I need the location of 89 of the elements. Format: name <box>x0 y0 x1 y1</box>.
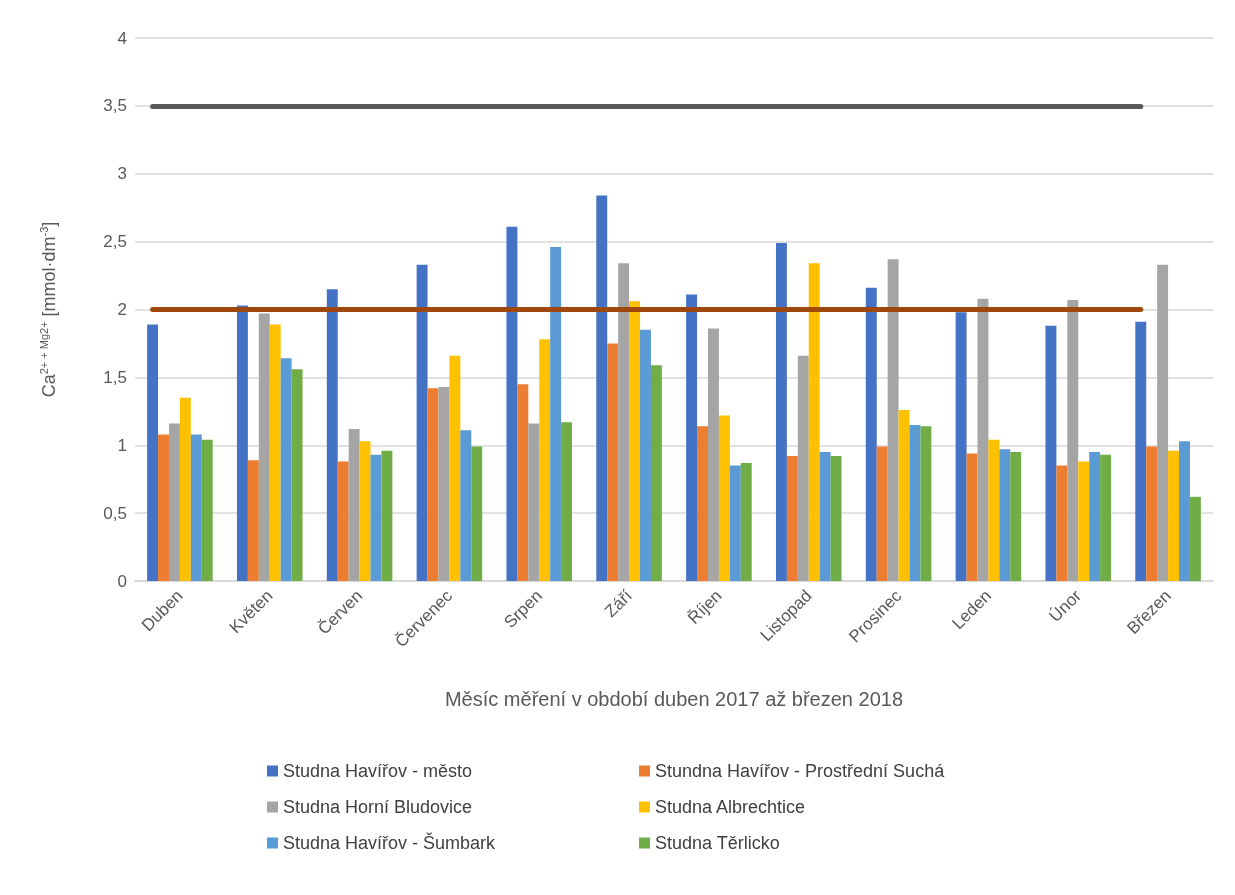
bar <box>697 426 708 581</box>
bar <box>830 456 842 581</box>
legend-label: Studna Havířov - město <box>283 761 473 781</box>
bar <box>618 263 630 581</box>
bar <box>370 454 382 581</box>
bar <box>528 423 540 581</box>
legend-label: Stundna Havířov - Prostřední Suchá <box>655 761 946 781</box>
y-tick-label: 1,5 <box>103 367 127 387</box>
bar <box>236 305 248 581</box>
bar <box>348 428 360 581</box>
bar <box>955 312 967 581</box>
bar <box>506 226 518 581</box>
y-axis-title: Ca2+ + Mg2+ [mmol·dm-3] <box>37 221 59 398</box>
bar <box>280 358 292 581</box>
bar <box>381 450 393 581</box>
bar <box>1056 465 1068 581</box>
legend-label: Studna Horní Bludovice <box>283 797 473 817</box>
bar <box>326 289 338 581</box>
bar <box>718 415 730 581</box>
bar <box>999 449 1011 581</box>
y-tick-label: 0 <box>117 571 127 591</box>
bar <box>258 313 270 581</box>
bar <box>416 264 428 581</box>
y-tick-label: 2,5 <box>103 232 127 252</box>
bar <box>607 343 619 581</box>
bar <box>898 409 910 581</box>
bar <box>147 324 159 581</box>
bar <box>650 365 662 581</box>
bar <box>1168 450 1180 581</box>
bar <box>1078 461 1090 581</box>
bar <box>168 423 180 581</box>
bar <box>686 294 698 581</box>
bar <box>966 453 978 581</box>
bar <box>460 430 472 581</box>
bar <box>1157 264 1169 581</box>
bar <box>471 446 483 581</box>
bar <box>291 369 303 581</box>
bar <box>1100 454 1112 581</box>
x-axis-title: Měsíc měření v období duben 2017 až březen 2018 <box>444 688 904 710</box>
y-tick-label: 0,5 <box>103 503 127 523</box>
legend-label: Studna Těrlicko <box>655 833 780 853</box>
bar <box>427 388 439 581</box>
bar <box>740 462 752 581</box>
bar <box>819 452 831 581</box>
bar <box>561 422 573 581</box>
bar <box>707 328 719 581</box>
legend-label: Studna Albrechtice <box>655 797 806 817</box>
bar <box>1179 441 1190 581</box>
bar <box>158 434 169 581</box>
bar <box>1146 446 1158 581</box>
y-tick-label: 1 <box>117 435 127 455</box>
legend-label: Studna Havířov - Šumbark <box>283 832 497 853</box>
y-tick-label: 2 <box>117 300 127 319</box>
bar <box>797 355 809 581</box>
bar <box>201 439 213 581</box>
bar <box>1089 452 1101 581</box>
bar <box>909 424 921 581</box>
bar <box>920 426 932 581</box>
bar <box>865 287 877 581</box>
y-tick-label: 3 <box>117 164 127 184</box>
bar <box>596 195 608 581</box>
bar <box>359 441 371 581</box>
bar <box>786 456 798 581</box>
bar <box>449 355 461 581</box>
bar <box>1045 325 1057 581</box>
bar <box>247 460 259 581</box>
y-tick-label: 4 <box>117 28 127 48</box>
bar <box>517 384 529 581</box>
bar <box>550 247 562 581</box>
y-tick-label: 3,5 <box>103 96 127 116</box>
bar <box>1189 496 1201 581</box>
bar <box>629 301 641 581</box>
bar <box>438 386 450 581</box>
bar <box>876 446 888 581</box>
bar <box>640 329 651 581</box>
bar <box>1010 452 1022 581</box>
bar <box>1067 300 1079 581</box>
bar <box>988 439 1000 581</box>
bar <box>808 263 820 581</box>
bar <box>539 339 551 581</box>
bar <box>887 259 899 581</box>
bar <box>775 242 787 581</box>
bar <box>977 298 989 581</box>
bar <box>179 397 191 581</box>
bar <box>190 434 202 581</box>
bar <box>269 324 281 581</box>
bar <box>729 465 741 581</box>
bar <box>1135 321 1147 581</box>
bar <box>337 461 349 581</box>
